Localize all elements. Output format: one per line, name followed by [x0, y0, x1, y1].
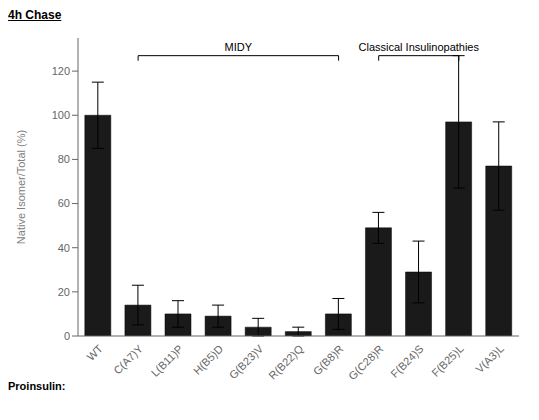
svg-text:20: 20 [58, 286, 70, 298]
svg-text:60: 60 [58, 197, 70, 209]
svg-text:MIDY: MIDY [225, 41, 253, 53]
svg-text:WT: WT [84, 342, 105, 363]
svg-text:V(A3)L: V(A3)L [473, 342, 506, 375]
svg-text:G(B23)V: G(B23)V [227, 342, 266, 381]
html-text:Proinsulin:: Proinsulin: [8, 380, 66, 392]
svg-text:Classical Insulinopathies: Classical Insulinopathies [359, 41, 480, 53]
svg-text:120: 120 [52, 65, 70, 77]
svg-text:G(C28)R: G(C28)R [346, 342, 386, 382]
svg-text:G(B8)R: G(B8)R [311, 342, 346, 377]
svg-text:0: 0 [64, 330, 70, 342]
svg-text:H(B5)D: H(B5)D [191, 342, 225, 376]
svg-text:C(A7)Y: C(A7)Y [111, 342, 145, 376]
html-text:4h Chase: 4h Chase [8, 8, 62, 22]
svg-text:L(B11)P: L(B11)P [149, 342, 185, 378]
svg-text:F(B24)S: F(B24)S [388, 342, 425, 379]
svg-text:Native Isomer/Total (%): Native Isomer/Total (%) [15, 130, 27, 244]
svg-text:F(B25)L: F(B25)L [429, 342, 466, 379]
svg-text:80: 80 [58, 153, 70, 165]
svg-text:40: 40 [58, 242, 70, 254]
svg-text:100: 100 [52, 109, 70, 121]
svg-text:R(B22)Q: R(B22)Q [266, 342, 305, 381]
